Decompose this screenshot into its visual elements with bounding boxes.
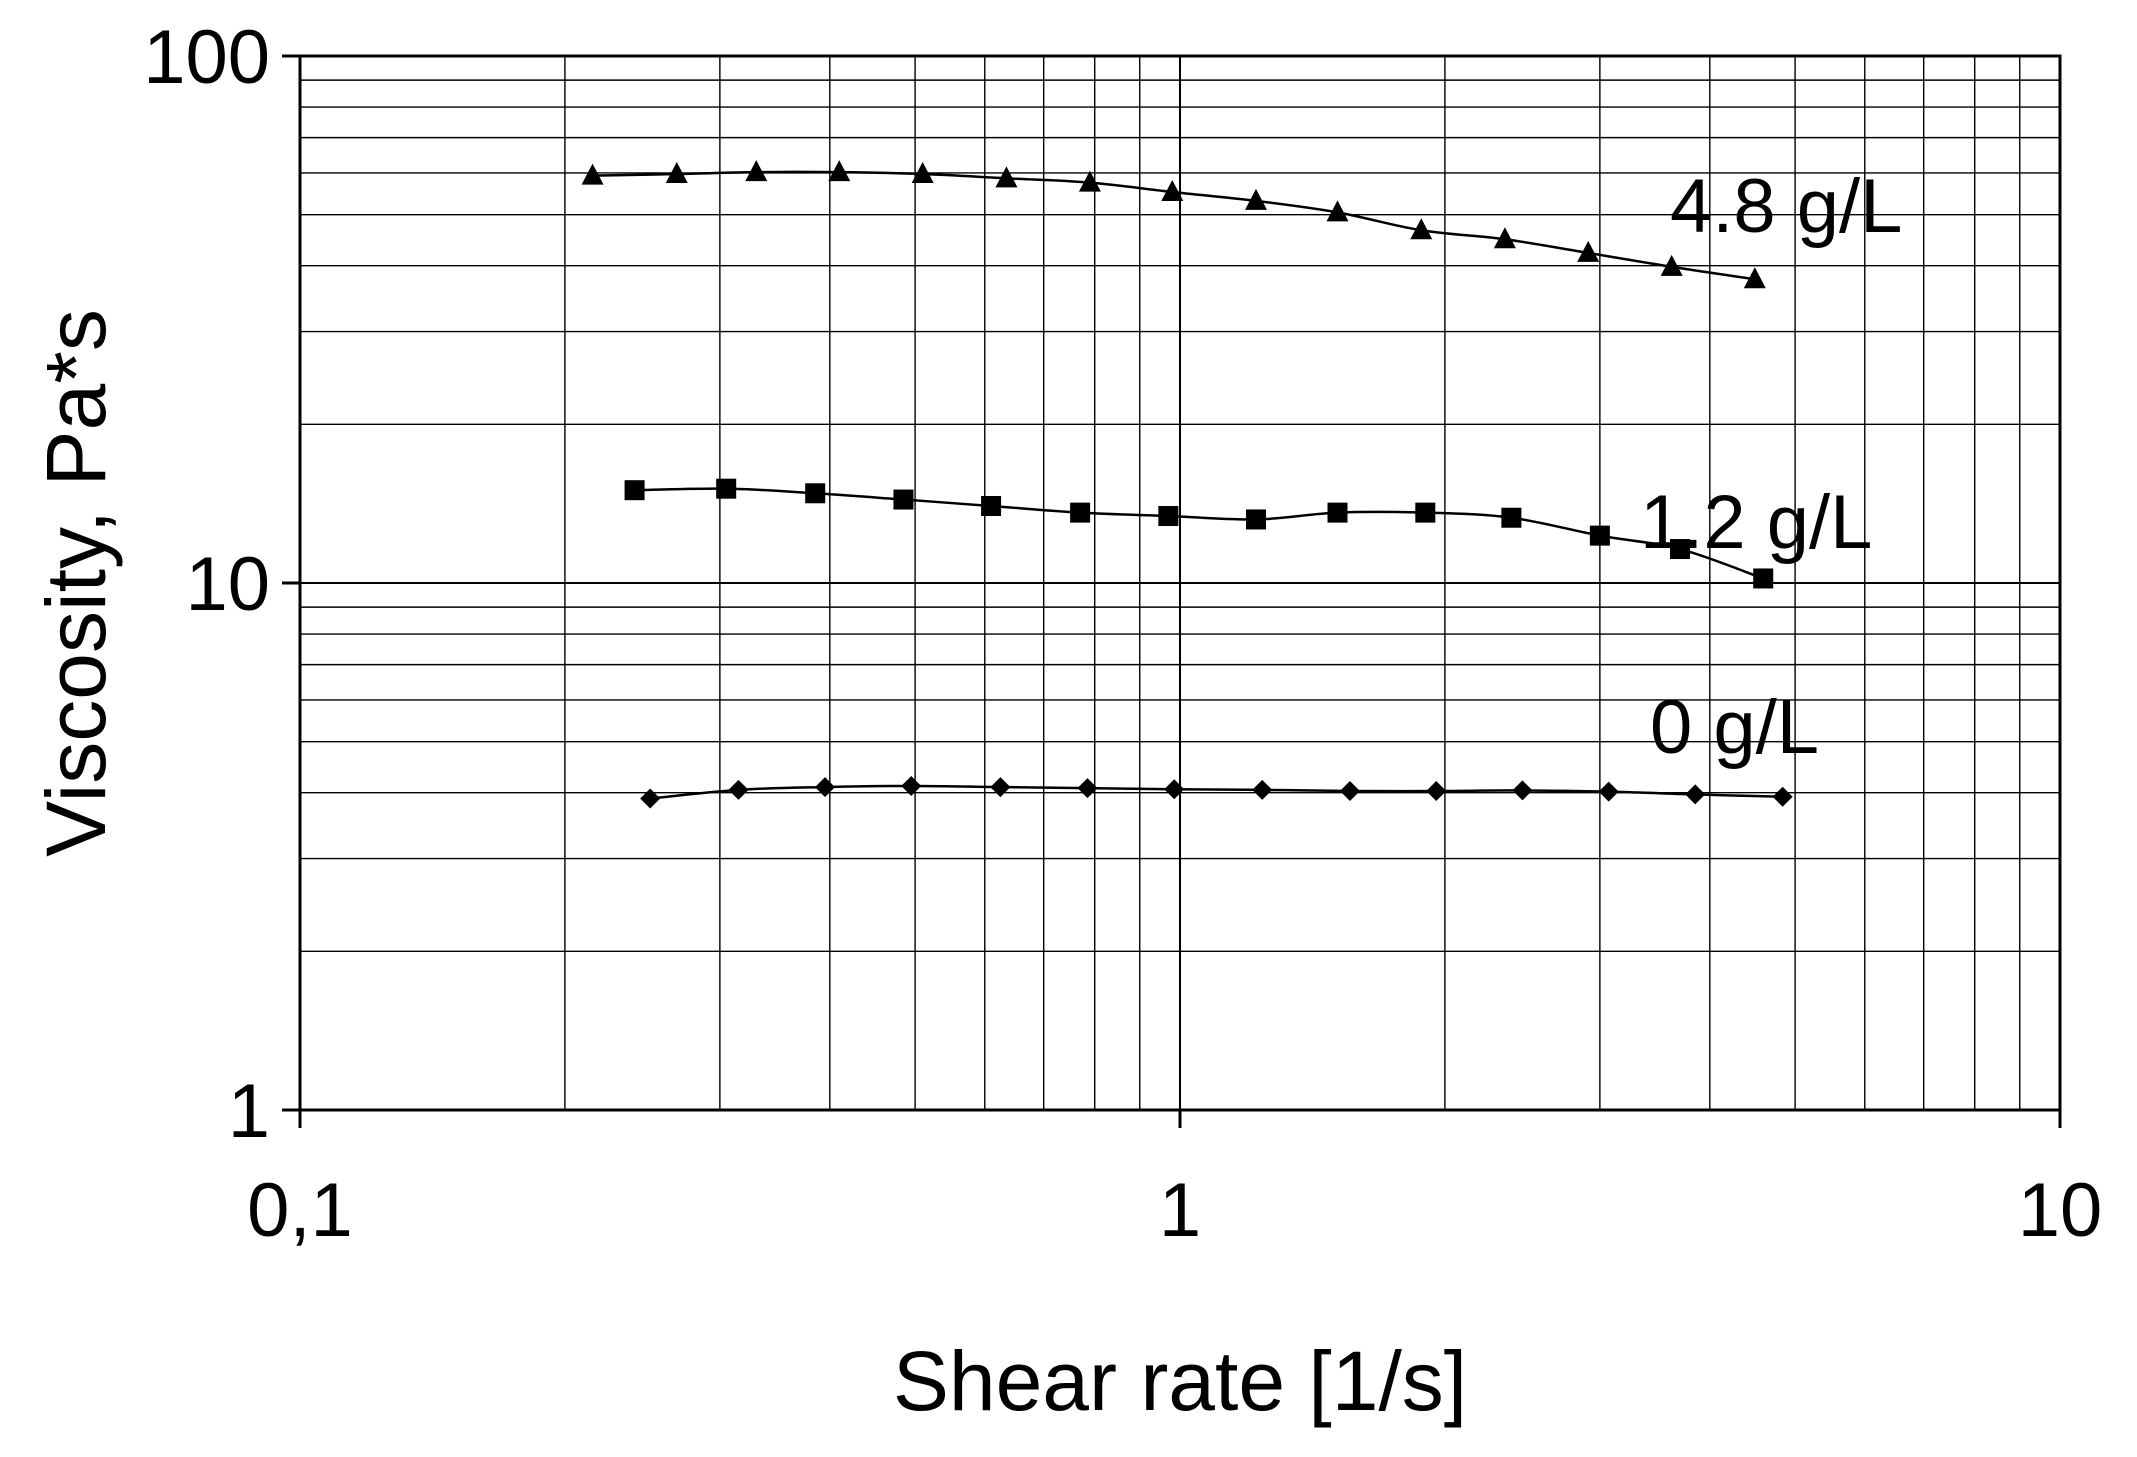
x-tick-label: 0,1 <box>247 1168 353 1253</box>
square-marker <box>1753 568 1773 588</box>
y-tick-label: 1 <box>228 1069 270 1154</box>
diamond-marker <box>640 789 660 809</box>
diamond-marker <box>990 777 1010 797</box>
diamond-marker <box>1252 780 1272 800</box>
square-marker <box>1158 506 1178 526</box>
series-layer <box>582 160 1793 808</box>
square-marker <box>981 496 1001 516</box>
square-marker <box>893 490 913 510</box>
square-marker <box>1501 508 1521 528</box>
square-marker <box>1070 503 1090 523</box>
series-label: 4.8 g/L <box>1670 164 1902 249</box>
triangle-marker <box>828 160 850 181</box>
square-marker <box>716 479 736 499</box>
diamond-marker <box>1685 784 1705 804</box>
square-marker <box>1246 509 1266 529</box>
diamond-marker <box>1426 781 1446 801</box>
square-marker <box>805 483 825 503</box>
series-label: 0 g/L <box>1650 685 1819 770</box>
series-square <box>625 479 1774 589</box>
x-tick-label: 1 <box>1159 1168 1201 1253</box>
y-tick-label: 100 <box>143 15 270 100</box>
x-tick-label: 10 <box>2018 1168 2103 1253</box>
series-triangle <box>582 160 1766 288</box>
series-label: 1.2 g/L <box>1640 480 1872 565</box>
diamond-marker <box>815 777 835 797</box>
diamond-marker <box>1512 780 1532 800</box>
diamond-marker <box>1340 781 1360 801</box>
square-marker <box>1590 526 1610 546</box>
y-axis-title: Viscosity, Pa*s <box>29 309 123 857</box>
diamond-marker <box>1599 782 1619 802</box>
triangle-marker <box>582 164 604 185</box>
triangle-marker <box>745 160 767 181</box>
square-marker <box>1327 503 1347 523</box>
x-axis-title: Shear rate [1/s] <box>893 1334 1467 1428</box>
diamond-marker <box>1164 779 1184 799</box>
diamond-marker <box>1773 787 1793 807</box>
square-marker <box>625 480 645 500</box>
series-labels: 4.8 g/L 1.2 g/L 0 g/L <box>1640 164 1902 770</box>
y-tick-label: 10 <box>185 542 270 627</box>
diamond-marker <box>729 780 749 800</box>
square-marker <box>1415 503 1435 523</box>
